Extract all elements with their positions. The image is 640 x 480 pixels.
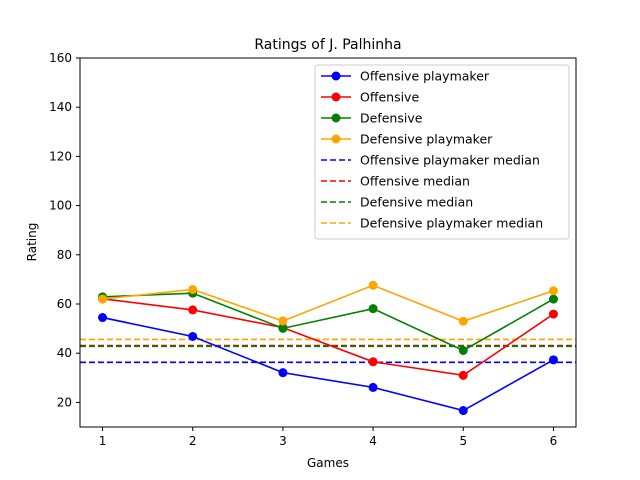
data-point: [278, 316, 288, 326]
data-point: [458, 370, 468, 380]
chart-title: Ratings of J. Palhinha: [254, 37, 401, 53]
data-point: [98, 294, 108, 304]
x-axis-ticks: 1 2 3 4 5 6: [99, 427, 558, 448]
data-point: [98, 313, 108, 323]
data-point: [458, 406, 468, 416]
legend-label: Defensive: [360, 111, 423, 126]
data-point: [368, 382, 378, 392]
y-tick-label: 100: [49, 199, 72, 213]
median-lines: [80, 338, 576, 364]
data-point: [188, 284, 198, 294]
y-tick-label: 20: [57, 395, 72, 409]
y-tick-label: 80: [57, 248, 72, 262]
series-line: [102, 292, 554, 352]
data-point: [548, 355, 558, 365]
legend-label: Offensive median: [360, 174, 470, 189]
data-point: [368, 357, 378, 367]
data-point: [458, 316, 468, 326]
y-tick-label: 60: [57, 297, 72, 311]
data-point: [368, 280, 378, 290]
legend-marker: [331, 92, 341, 102]
plot-area-frame: [79, 57, 577, 428]
data-point: [548, 294, 558, 304]
y-tick-label: 160: [49, 51, 72, 65]
y-tick-label: 40: [57, 346, 72, 360]
x-tick-label: 1: [99, 434, 107, 448]
legend-label: Offensive playmaker: [360, 69, 490, 84]
y-axis-label: Rating: [25, 223, 39, 262]
data-point: [548, 309, 558, 319]
y-tick-label: 120: [49, 149, 72, 163]
y-tick-label: 140: [49, 100, 72, 114]
series-line: [102, 298, 554, 377]
x-tick-label: 4: [369, 434, 377, 448]
data-point: [368, 304, 378, 314]
series-line: [102, 316, 554, 412]
legend: Offensive playmaker Offensive Defensive Def…: [314, 64, 570, 240]
data-point: [548, 286, 558, 296]
data-point: [278, 368, 288, 378]
x-tick-label: 5: [459, 434, 467, 448]
legend-label: Offensive playmaker median: [360, 153, 540, 168]
legend-box: [314, 64, 570, 240]
x-tick-label: 6: [550, 434, 558, 448]
data-point: [278, 323, 288, 333]
x-tick-label: 2: [189, 434, 197, 448]
legend-marker: [331, 134, 341, 144]
data-point: [188, 331, 198, 341]
x-tick-label: 3: [279, 434, 287, 448]
legend-label: Defensive median: [360, 195, 473, 210]
legend-marker: [331, 113, 341, 123]
legend-label: Offensive: [360, 90, 419, 105]
data-point: [188, 305, 198, 315]
y-axis-ticks: 20 40 60 80 100 120 140 160: [49, 51, 80, 409]
series-lines: [98, 280, 558, 416]
legend-label: Defensive playmaker: [360, 132, 493, 147]
data-point: [458, 345, 468, 355]
series-line: [102, 284, 554, 323]
legend-label: Defensive playmaker median: [360, 216, 543, 231]
legend-marker: [331, 71, 341, 81]
x-axis-label: Games: [307, 456, 349, 470]
